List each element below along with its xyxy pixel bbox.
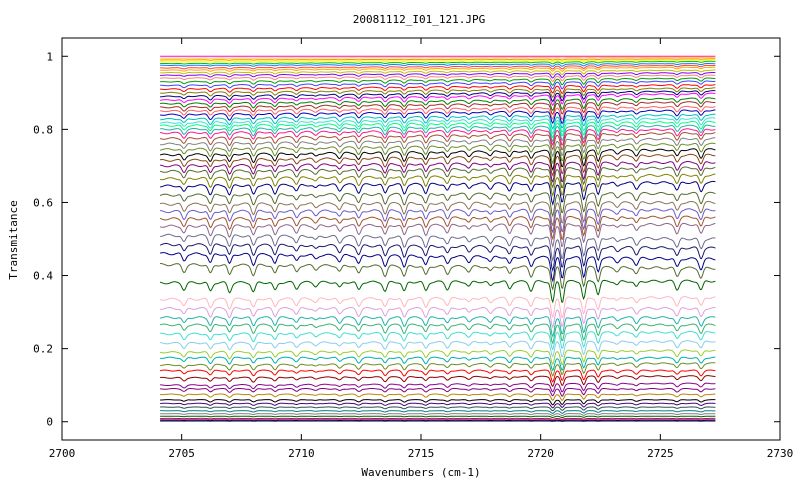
y-axis-label: Transmitance: [7, 200, 20, 279]
series-line: [159, 166, 716, 189]
series-line: [160, 388, 716, 397]
x-tick-label: 2700: [49, 447, 76, 460]
series-line: [160, 362, 716, 377]
series-line: [160, 393, 716, 401]
series-line: [160, 72, 716, 79]
series-line: [159, 242, 716, 273]
series-line: [160, 80, 716, 90]
y-tick-label: 0: [46, 416, 53, 429]
series-line: [160, 74, 716, 83]
series-line: [160, 415, 716, 419]
x-axis-label: Wavenumbers (cm-1): [361, 466, 480, 479]
series-line: [160, 60, 716, 65]
series-line: [160, 306, 716, 329]
series-line: [159, 279, 716, 304]
series-line: [160, 59, 716, 63]
series-line: [160, 153, 716, 177]
series-line: [160, 349, 716, 366]
x-tick-label: 2715: [408, 447, 435, 460]
series-line: [160, 382, 716, 393]
y-tick-label: 0.6: [33, 196, 53, 209]
y-tick-label: 1: [46, 50, 53, 63]
series-line: [160, 263, 716, 291]
series-line: [159, 191, 716, 218]
series-line: [160, 402, 716, 409]
series-line: [160, 128, 716, 146]
series-line: [159, 316, 716, 338]
series-line: [160, 399, 716, 406]
series-line: [160, 180, 716, 206]
series-line: [160, 113, 716, 130]
series-line: [160, 173, 716, 198]
series-line: [160, 97, 716, 112]
series-line: [159, 222, 716, 249]
series-line: [160, 56, 716, 59]
y-tick-label: 0.8: [33, 123, 53, 136]
series-line: [160, 340, 716, 358]
x-tick-label: 2710: [288, 447, 315, 460]
series-line: [160, 69, 716, 76]
series-line: [160, 109, 716, 125]
series-line: [160, 406, 716, 412]
y-tick-label: 0.2: [33, 343, 53, 356]
series-line: [160, 142, 716, 165]
x-tick-label: 2730: [767, 447, 794, 460]
series-line: [160, 417, 716, 420]
series-line: [160, 330, 716, 351]
series-line: [160, 208, 716, 234]
series-line: [159, 323, 716, 345]
series-line: [160, 124, 716, 143]
series-line: [160, 84, 716, 94]
series-line: [160, 137, 716, 158]
series-line: [160, 63, 716, 67]
series-line: [159, 120, 716, 139]
x-tick-label: 2705: [168, 447, 195, 460]
series-line: [160, 90, 716, 103]
x-tick-label: 2725: [647, 447, 674, 460]
series-line: [160, 117, 716, 135]
y-axis-ticks: 0 0.2 0.4 0.6 0.8 1: [33, 50, 780, 429]
series-line: [159, 215, 716, 241]
series-line: [159, 296, 716, 319]
series-group: [159, 55, 716, 422]
series-line: [160, 101, 716, 116]
series-line: [160, 375, 716, 388]
series-line: [160, 356, 716, 372]
series-line: [160, 201, 716, 227]
series-line: [160, 233, 716, 263]
series-line: [160, 87, 716, 98]
series-line: [160, 58, 716, 61]
series-line: [159, 252, 716, 283]
series-line: [160, 77, 716, 86]
chart-title: 20081112_I01_121.JPG: [353, 13, 485, 26]
series-line: [160, 410, 716, 414]
series-line: [160, 92, 716, 107]
series-line: [160, 369, 716, 383]
y-tick-label: 0.4: [33, 270, 53, 283]
series-line: [160, 413, 716, 417]
series-line: [160, 132, 716, 151]
series-line: [160, 66, 716, 72]
series-line: [160, 64, 716, 70]
series-line: [160, 161, 716, 184]
x-axis-ticks: 2700 2705 2710 2715 2720 2725 2730: [49, 38, 794, 460]
series-line: [159, 148, 716, 172]
x-tick-label: 2720: [527, 447, 554, 460]
series-line: [160, 105, 716, 120]
series-line: [160, 419, 716, 421]
